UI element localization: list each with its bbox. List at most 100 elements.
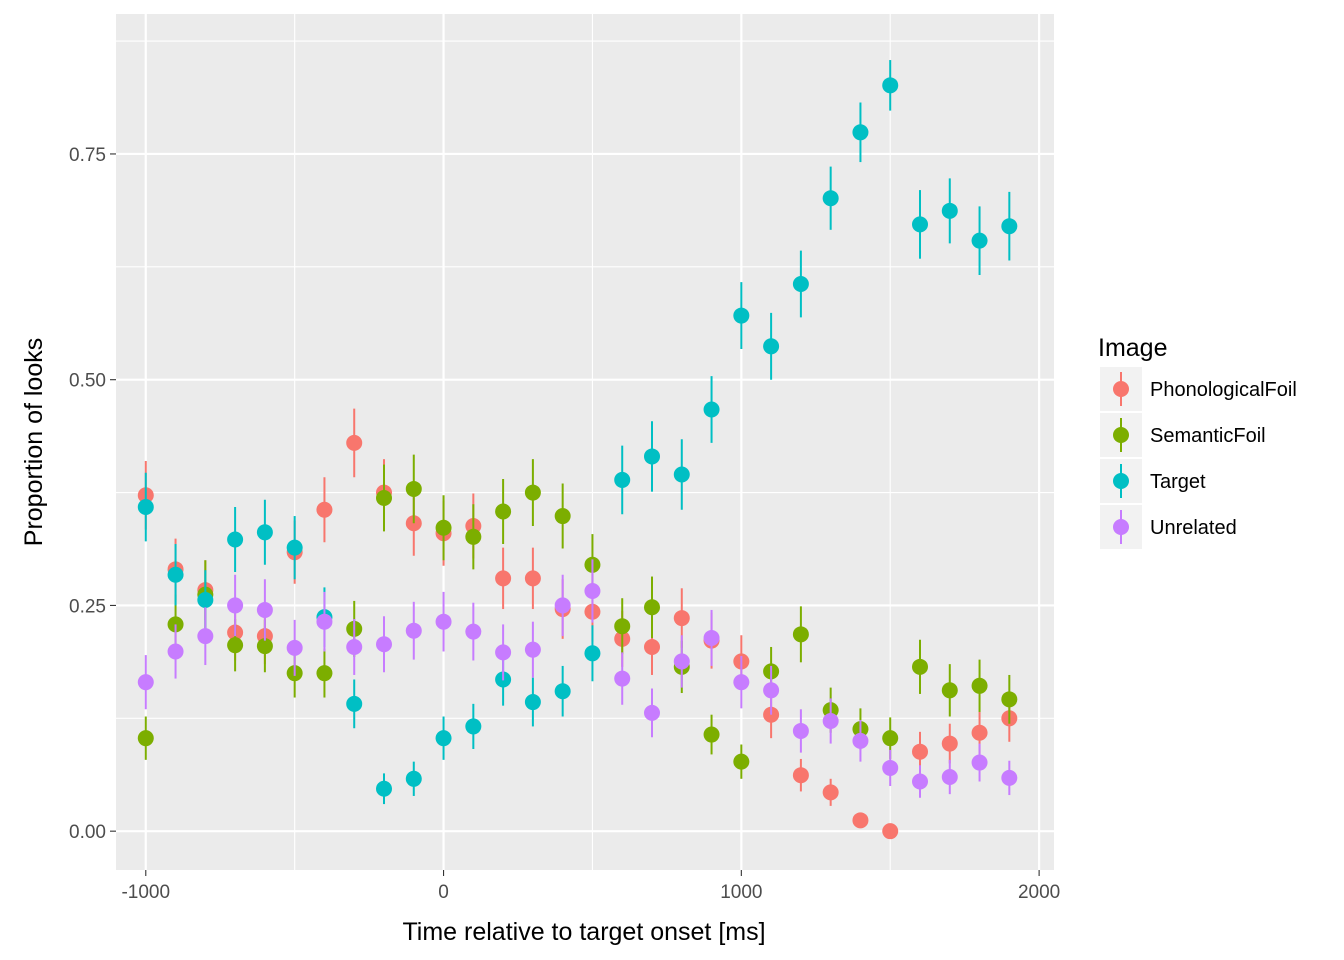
data-point: [495, 570, 512, 587]
data-point: [614, 670, 631, 687]
y-tick-label: 0.75: [69, 145, 106, 166]
legend-key-point: [1113, 427, 1129, 443]
data-point: [941, 682, 958, 699]
legend-item: Unrelated: [1100, 505, 1237, 549]
data-point: [524, 484, 541, 501]
data-point: [733, 307, 750, 324]
data-point: [346, 638, 363, 655]
data-point: [435, 519, 452, 536]
plot-background: [116, 14, 1054, 870]
x-tick-label: -1000: [121, 882, 170, 903]
data-point: [346, 434, 363, 451]
legend-item: PhonologicalFoil: [1100, 367, 1297, 411]
data-point: [554, 508, 571, 525]
legend-title: Image: [1098, 334, 1167, 362]
y-tick-label: 0.25: [69, 596, 106, 617]
legend-key-point: [1113, 381, 1129, 397]
data-point: [822, 713, 839, 730]
data-point: [822, 784, 839, 801]
data-point: [465, 623, 482, 640]
data-point: [614, 618, 631, 635]
y-axis-title: Proportion of looks: [20, 338, 48, 546]
legend-label: Unrelated: [1150, 517, 1237, 539]
data-point: [167, 566, 184, 583]
data-point: [941, 735, 958, 752]
legend-key-point: [1113, 473, 1129, 489]
data-point: [644, 704, 660, 721]
data-point: [554, 683, 571, 700]
data-point: [197, 592, 214, 609]
data-point: [882, 730, 899, 747]
data-point: [971, 724, 988, 741]
data-point: [792, 767, 809, 784]
data-point: [822, 190, 839, 207]
legend-label: Target: [1150, 471, 1206, 493]
data-point: [971, 754, 988, 771]
data-point: [465, 718, 482, 735]
data-point: [852, 124, 869, 141]
data-point: [703, 629, 720, 646]
series-Unrelated: [137, 559, 1018, 798]
data-point: [912, 773, 928, 790]
data-point: [941, 202, 958, 219]
data-layer: [137, 60, 1018, 840]
data-point: [733, 674, 750, 691]
data-point: [763, 338, 780, 355]
x-tick-label: 2000: [1018, 882, 1060, 903]
data-point: [465, 528, 482, 545]
data-point: [852, 732, 869, 749]
gridlines: [116, 14, 1054, 870]
data-point: [792, 275, 809, 292]
data-point: [435, 730, 452, 747]
data-point: [971, 232, 988, 249]
data-point: [227, 637, 244, 654]
data-point: [197, 628, 214, 645]
data-point: [673, 653, 690, 670]
data-point: [227, 597, 244, 614]
x-axis-title: Time relative to target onset [ms]: [402, 918, 765, 946]
x-tick-label: 1000: [720, 882, 762, 903]
data-point: [435, 613, 452, 630]
data-point: [584, 645, 601, 662]
data-point: [286, 539, 303, 556]
legend-label: SemanticFoil: [1150, 425, 1266, 447]
data-point: [495, 644, 512, 661]
series-Target: [137, 60, 1018, 805]
data-point: [376, 636, 392, 653]
data-point: [1001, 769, 1018, 786]
data-point: [227, 531, 244, 548]
data-point: [882, 759, 899, 776]
legend-item: SemanticFoil: [1100, 413, 1266, 457]
data-point: [703, 401, 720, 418]
data-point: [792, 626, 809, 643]
legend-label: PhonologicalFoil: [1150, 379, 1297, 401]
data-point: [167, 643, 184, 660]
data-point: [882, 823, 899, 840]
data-point: [703, 726, 720, 743]
data-point: [405, 480, 422, 497]
y-tick-label: 0.00: [69, 822, 106, 843]
data-point: [405, 770, 422, 787]
data-point: [1001, 691, 1018, 708]
data-point: [524, 694, 541, 711]
data-point: [941, 768, 958, 785]
x-tick-label: 0: [438, 882, 449, 903]
data-point: [644, 638, 660, 655]
legend-key-point: [1113, 519, 1129, 535]
data-point: [495, 503, 512, 520]
axes: -1000 0 1000 2000 0.00 0.25 0.50 0.75: [69, 145, 1060, 903]
data-point: [524, 641, 541, 658]
data-point: [912, 743, 928, 760]
data-point: [882, 77, 899, 94]
data-point: [316, 501, 333, 518]
data-point: [524, 570, 541, 587]
data-point: [971, 677, 988, 694]
legend: Image PhonologicalFoil SemanticFoil Target…: [1098, 334, 1297, 549]
data-point: [614, 471, 631, 488]
data-point: [376, 489, 392, 506]
data-point: [554, 597, 571, 614]
data-point: [1001, 218, 1018, 235]
data-point: [346, 695, 363, 712]
data-point: [316, 613, 333, 630]
data-point: [673, 610, 690, 627]
